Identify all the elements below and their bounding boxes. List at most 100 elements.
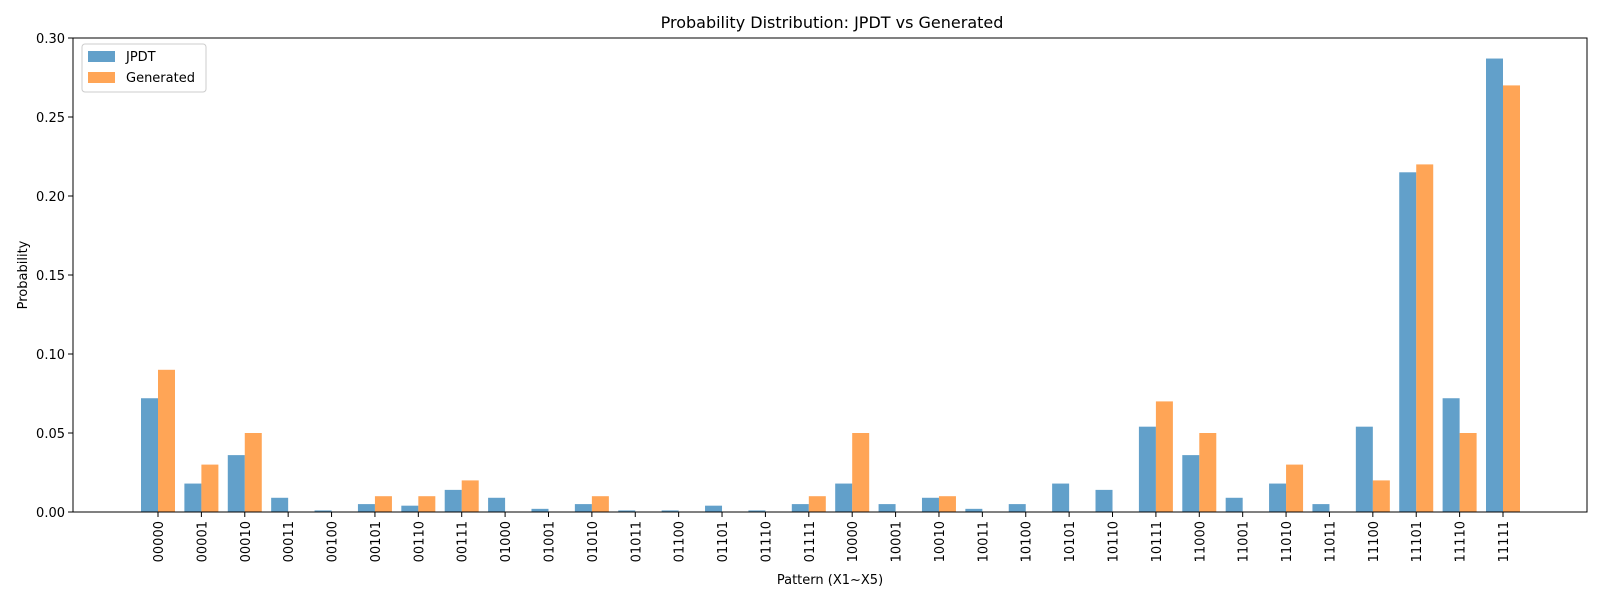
x-tick-label: 11110: [1454, 521, 1469, 562]
x-tick-label: 11000: [1193, 521, 1208, 562]
bar-jpdt-00111: [444, 489, 462, 512]
x-tick-label: 01000: [499, 521, 514, 562]
bar-generated-11000: [1199, 433, 1217, 512]
x-tick-label: 01100: [673, 521, 688, 562]
bar-generated-10000: [852, 433, 870, 512]
bar-jpdt-01111: [791, 504, 809, 512]
x-tick-label: 01010: [586, 521, 601, 562]
bar-jpdt-00100: [314, 510, 332, 512]
bar-generated-11101: [1416, 164, 1434, 512]
x-tick-label: 10011: [976, 521, 991, 562]
bar-jpdt-11100: [1355, 426, 1373, 512]
bar-jpdt-00001: [184, 483, 202, 512]
x-axis: 00000 00001 00010 00011 00100 00101 00110 00111…: [152, 512, 1512, 562]
x-tick-label: 00010: [239, 521, 254, 562]
y-tick-label: 0.25: [36, 111, 65, 126]
x-tick-label: 01001: [542, 521, 557, 562]
bars-group: [141, 58, 1520, 513]
bar-jpdt-01110: [748, 510, 766, 512]
y-tick-label: 0.10: [36, 348, 65, 363]
y-tick-label: 0.15: [36, 269, 65, 284]
x-tick-label: 11010: [1280, 521, 1295, 562]
bar-jpdt-00110: [401, 505, 419, 512]
bar-jpdt-01010: [574, 504, 592, 512]
legend-swatch-jpdt: [88, 51, 115, 62]
bar-jpdt-10100: [1008, 504, 1026, 512]
bar-jpdt-10011: [965, 508, 983, 512]
bar-jpdt-00000: [141, 398, 158, 512]
x-tick-label: 11101: [1410, 521, 1425, 562]
x-tick-label: 00111: [456, 521, 471, 562]
y-tick-label: 0.00: [36, 506, 65, 521]
y-tick-label: 0.20: [36, 190, 65, 205]
x-tick-label: 00001: [195, 521, 210, 562]
y-tick-label: 0.30: [36, 32, 65, 47]
bar-jpdt-10101: [1052, 483, 1070, 512]
bar-jpdt-11000: [1182, 455, 1200, 512]
bar-jpdt-01001: [531, 508, 549, 512]
x-tick-label: 11111: [1497, 521, 1512, 562]
bar-jpdt-11111: [1486, 58, 1503, 512]
x-tick-label: 01011: [629, 521, 644, 562]
bar-generated-11100: [1372, 480, 1390, 512]
x-tick-label: 00100: [326, 521, 341, 562]
bar-generated-00000: [158, 369, 175, 512]
x-tick-label: 00110: [412, 521, 427, 562]
bar-jpdt-11001: [1225, 497, 1243, 512]
bar-jpdt-00101: [357, 504, 375, 512]
bar-jpdt-10010: [921, 497, 939, 512]
x-tick-label: 01111: [803, 521, 818, 562]
bar-jpdt-10110: [1095, 489, 1113, 512]
bar-generated-01010: [591, 496, 609, 512]
chart-title: Probability Distribution: JPDT vs Genera…: [661, 13, 1004, 32]
legend-label-generated: Generated: [126, 71, 195, 86]
bar-generated-00010: [244, 433, 262, 512]
x-tick-label: 10110: [1107, 521, 1122, 562]
y-tick-label: 0.05: [36, 427, 65, 442]
bar-jpdt-11101: [1399, 172, 1417, 513]
x-tick-label: 10111: [1150, 521, 1165, 562]
bar-generated-00111: [461, 480, 479, 512]
bar-generated-00101: [374, 496, 392, 512]
legend: JPDT Generated: [81, 43, 207, 93]
x-tick-label: 11001: [1237, 521, 1252, 562]
bar-generated-11111: [1503, 85, 1520, 513]
bar-jpdt-10000: [835, 483, 853, 512]
x-axis-label: Pattern (X1~X5): [777, 573, 883, 588]
bar-generated-10111: [1155, 401, 1173, 512]
y-axis: 0.00 0.05 0.10 0.15 0.20 0.25 0.30: [36, 32, 73, 521]
bar-jpdt-11011: [1312, 504, 1330, 512]
bar-jpdt-00011: [271, 497, 289, 512]
x-tick-label: 00101: [369, 521, 384, 562]
legend-swatch-generated: [88, 72, 115, 83]
y-axis-label: Probability: [16, 240, 31, 309]
x-tick-label: 10000: [846, 521, 861, 562]
bar-jpdt-11110: [1442, 398, 1460, 512]
legend-label-jpdt: JPDT: [125, 50, 156, 65]
bar-jpdt-00010: [227, 455, 245, 512]
bar-generated-00110: [418, 496, 436, 512]
plot-frame: [72, 37, 1588, 513]
bar-jpdt-01101: [705, 505, 723, 512]
bar-jpdt-11010: [1269, 483, 1287, 512]
x-tick-label: 10010: [933, 521, 948, 562]
x-tick-label: 01101: [716, 521, 731, 562]
bar-jpdt-01011: [618, 510, 636, 512]
x-tick-label: 10100: [1020, 521, 1035, 562]
x-tick-label: 00011: [282, 521, 297, 562]
bar-generated-10010: [938, 496, 956, 512]
x-tick-label: 11100: [1367, 521, 1382, 562]
bar-jpdt-10001: [878, 504, 896, 512]
bar-generated-11110: [1459, 433, 1477, 512]
bar-generated-11010: [1286, 464, 1304, 512]
x-tick-label: 00000: [152, 521, 167, 562]
bar-jpdt-10111: [1138, 426, 1156, 512]
x-tick-label: 10101: [1063, 521, 1078, 562]
bar-jpdt-01000: [488, 497, 506, 512]
bar-jpdt-01100: [661, 510, 679, 512]
bar-generated-00001: [201, 464, 219, 512]
x-tick-label: 10001: [890, 521, 905, 562]
bar-generated-01111: [808, 496, 826, 512]
x-tick-label: 01110: [759, 521, 774, 562]
